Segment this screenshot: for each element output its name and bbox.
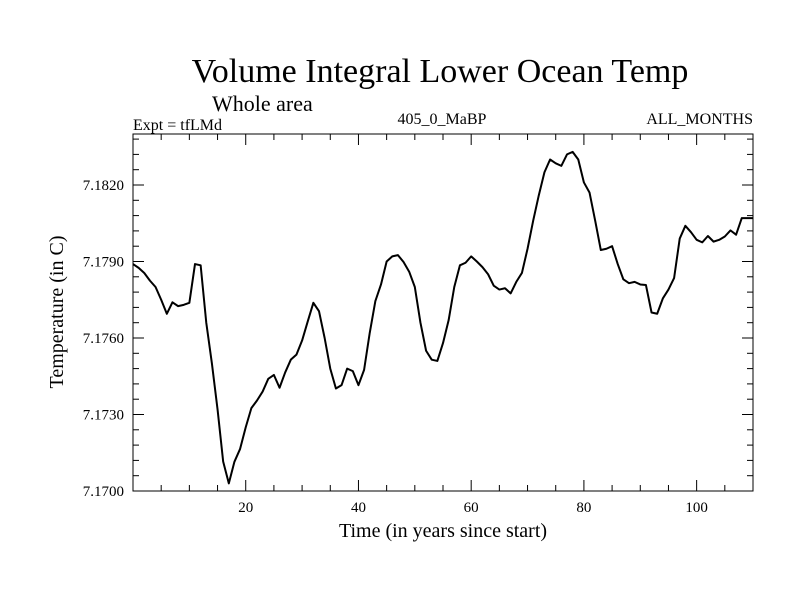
y-axis-ticks [133,138,753,477]
months-label: ALL_MONTHS [646,111,753,128]
x-tick-label: 40 [351,500,366,516]
plot-frame [132,133,754,492]
x-tick-label: 20 [238,500,253,516]
y-tick-label: 7.1730 [83,408,124,424]
x-tick-label: 80 [576,500,591,516]
x-tick-label: 100 [685,500,708,516]
x-axis-tick-labels: 20 40 60 80 100 [238,500,708,516]
x-tick-label: 60 [464,500,479,516]
period-label: 405_0_MaBP [398,111,487,128]
y-axis-tick-labels: 7.1700 7.1730 7.1760 7.1790 7.1820 [83,178,124,500]
experiment-label: Expt = tfLMd [133,117,222,134]
y-tick-label: 7.1820 [83,178,124,194]
y-tick-label: 7.1760 [83,331,124,347]
x-axis-ticks [160,134,726,491]
chart-subtitle: Whole area [212,91,313,116]
y-tick-label: 7.1700 [83,484,124,500]
chart-title: Volume Integral Lower Ocean Temp [192,53,689,90]
y-axis-label: Temperature (in C) [46,236,68,389]
y-tick-label: 7.1790 [83,255,124,271]
x-axis-label: Time (in years since start) [339,520,547,542]
series-line [132,150,753,485]
